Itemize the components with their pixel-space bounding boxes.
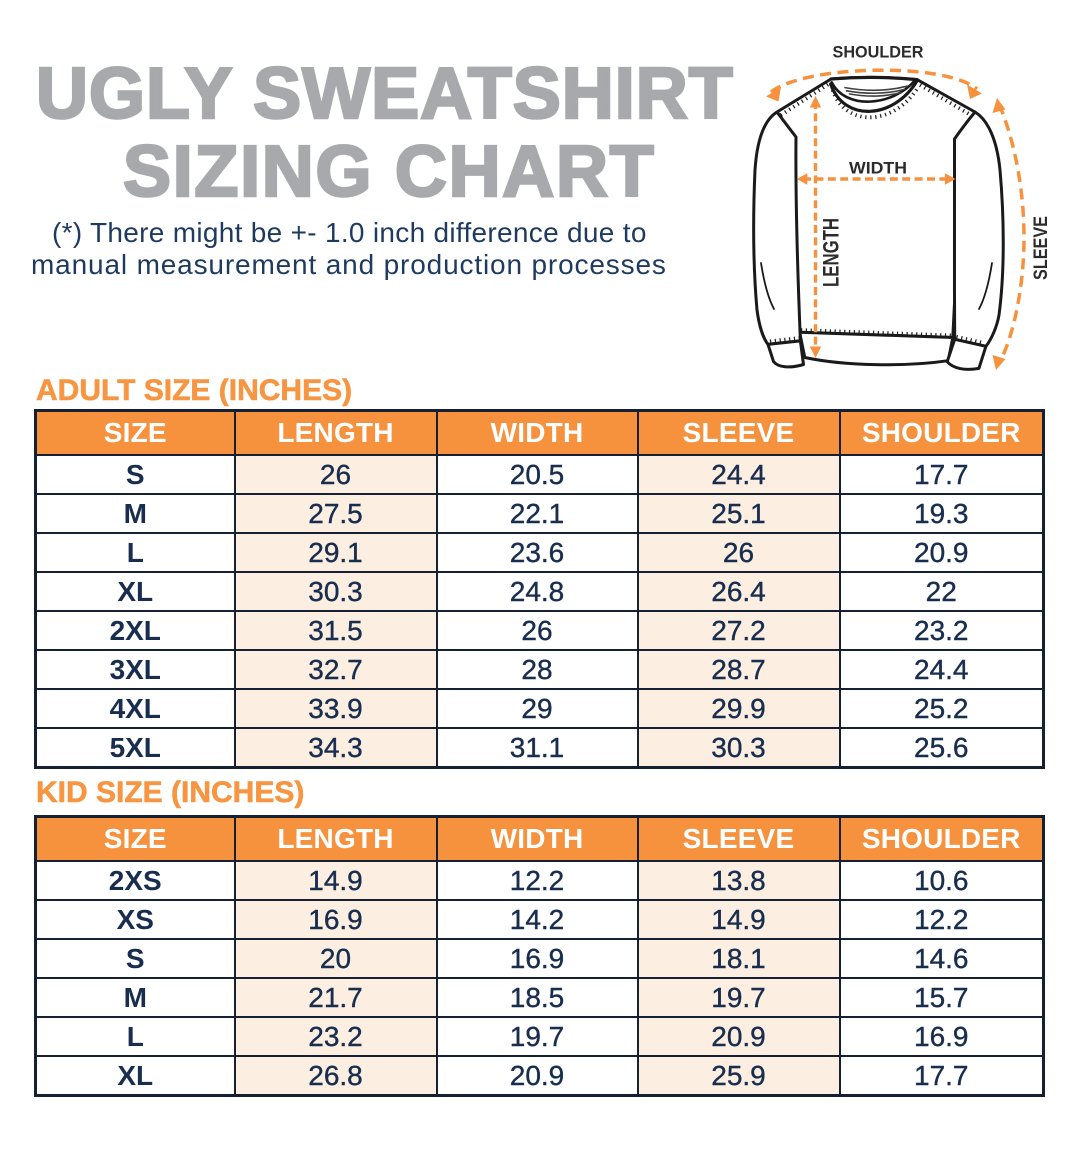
svg-text:LENGTH: LENGTH — [819, 218, 844, 287]
svg-text:SLEEVE: SLEEVE — [1031, 216, 1052, 280]
svg-text:WIDTH: WIDTH — [849, 160, 907, 178]
svg-text:SHOULDER: SHOULDER — [833, 43, 924, 62]
